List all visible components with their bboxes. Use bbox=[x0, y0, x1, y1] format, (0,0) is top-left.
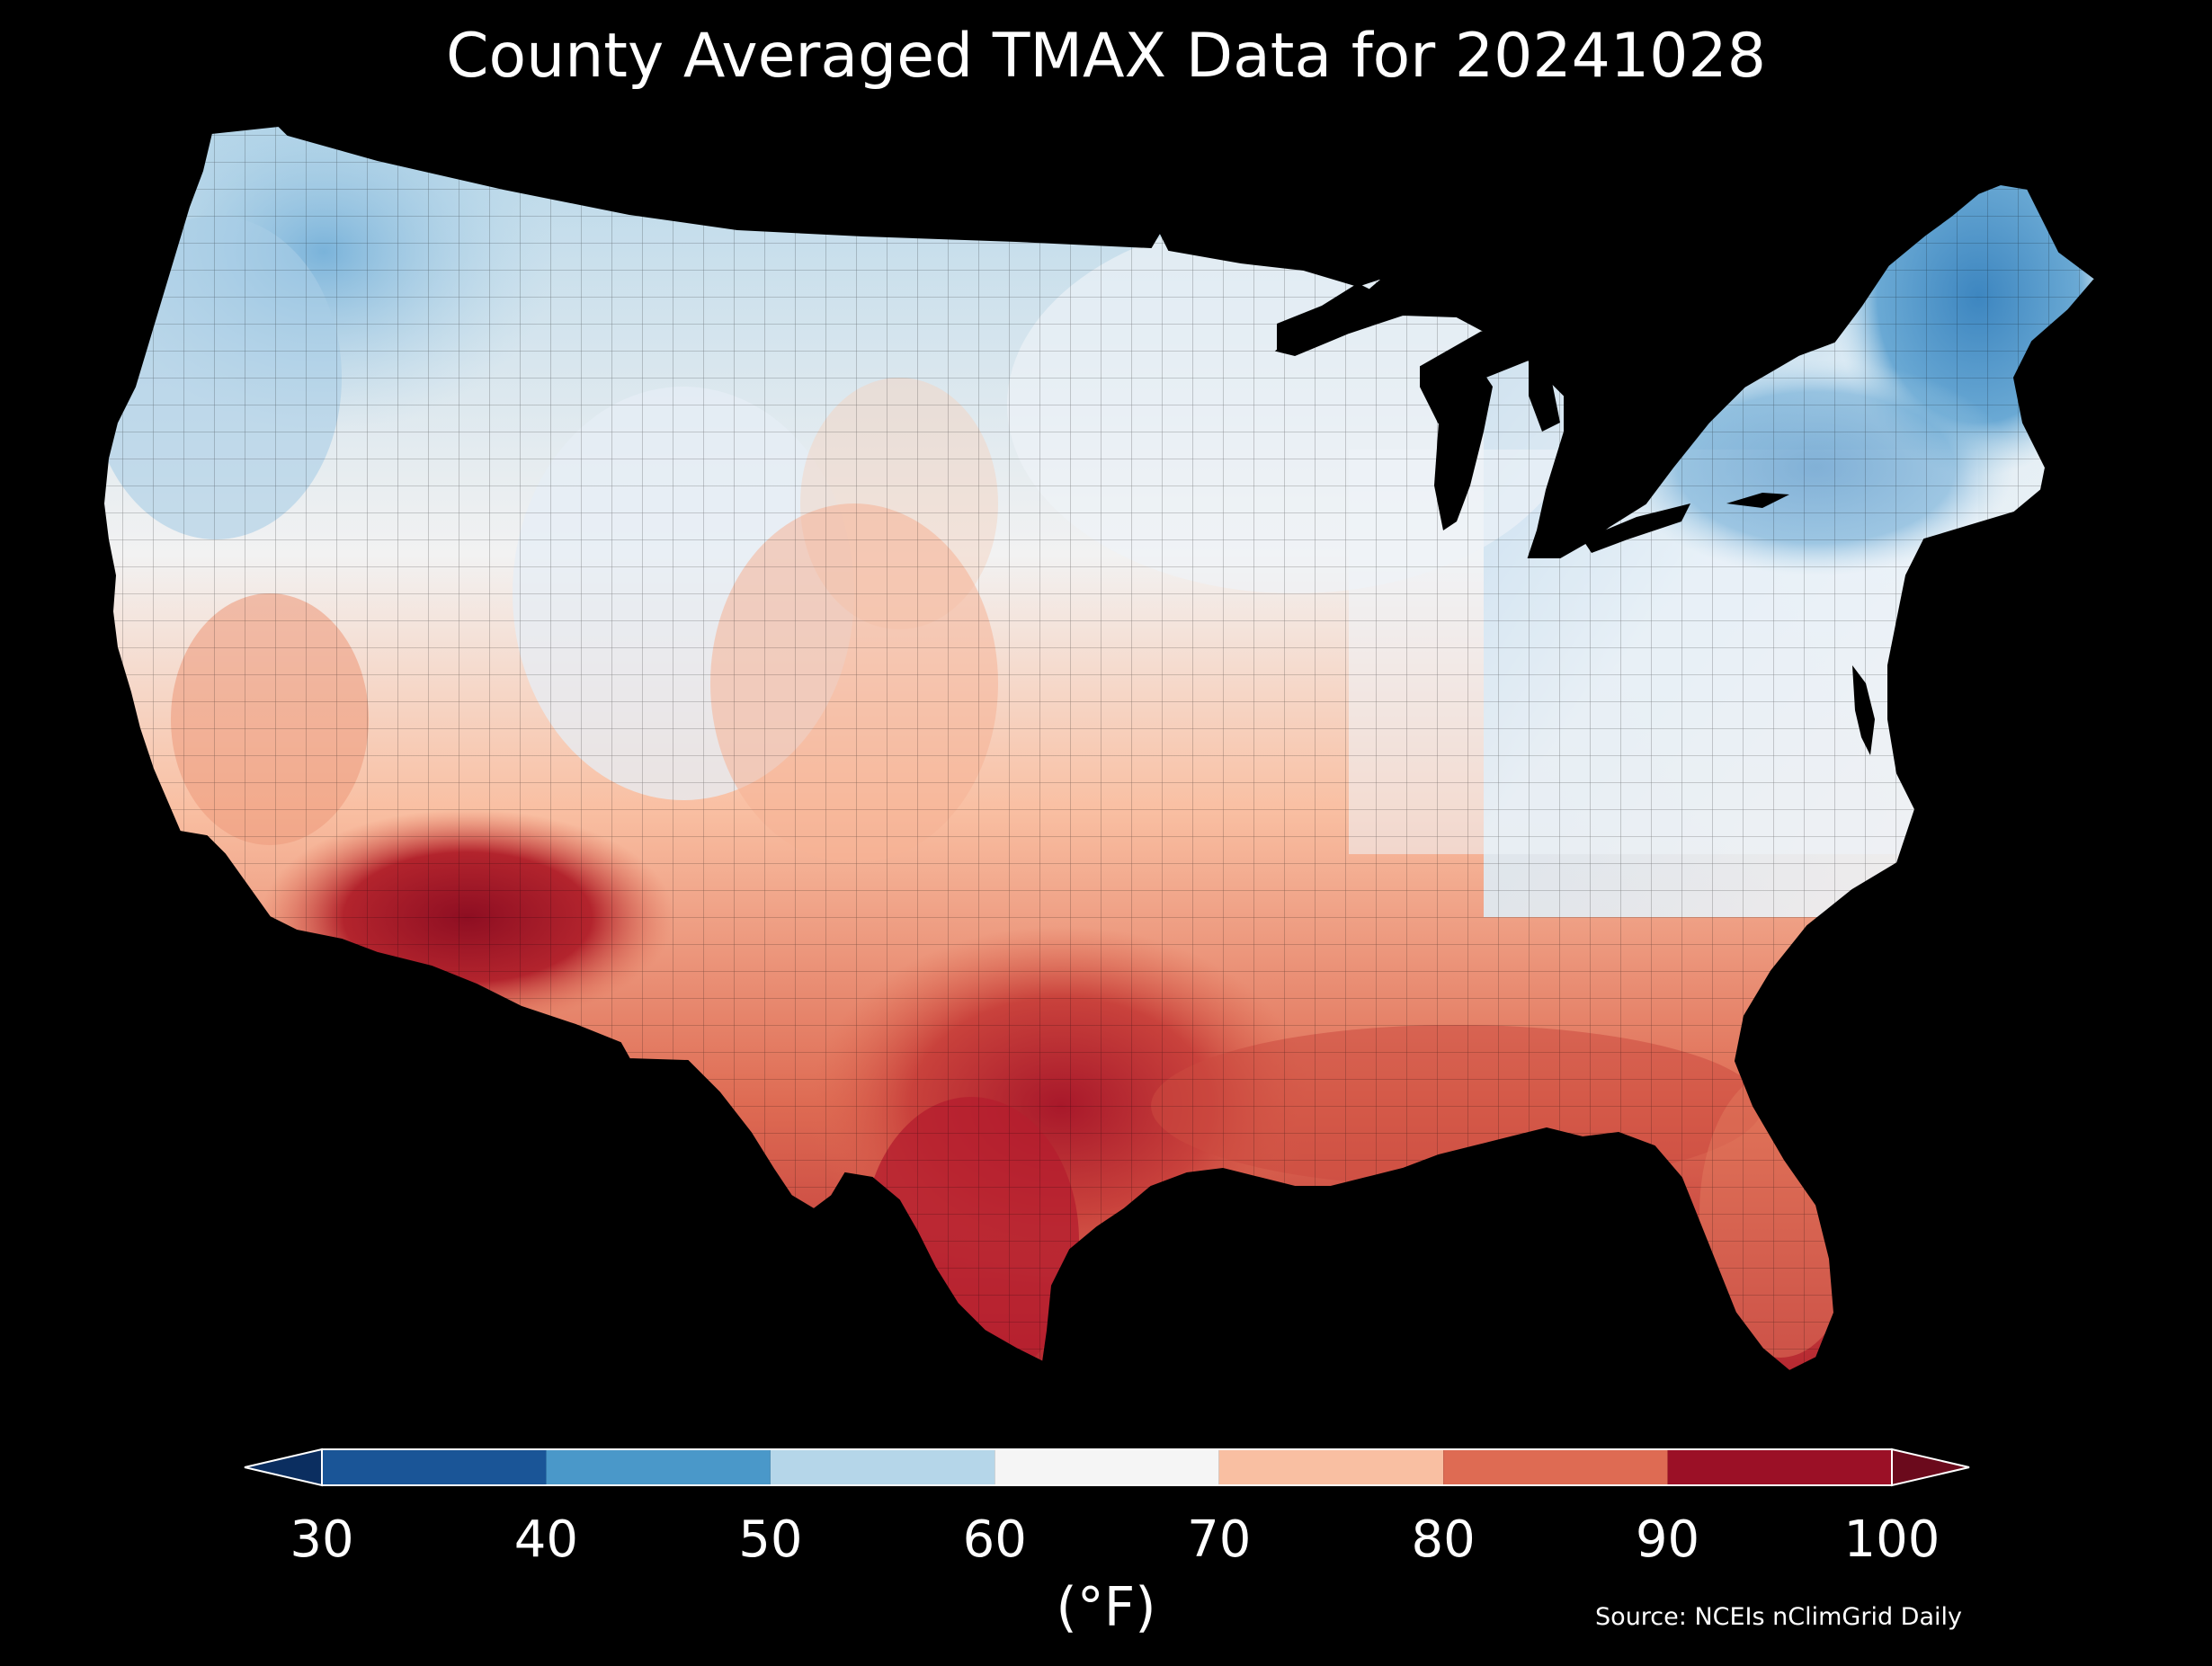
colorbar-tick-50: 50 bbox=[738, 1510, 803, 1569]
source-credit: Source: NCEIs nClimGrid Daily bbox=[1595, 1603, 1962, 1631]
colorbar-bin-90-100 bbox=[1667, 1449, 1892, 1485]
colorbar-unit-label: (°F) bbox=[1056, 1576, 1156, 1639]
colorbar-tick-60: 60 bbox=[962, 1510, 1027, 1569]
colorbar-bin-40-50 bbox=[546, 1449, 771, 1485]
colorbar-bin-70-80 bbox=[1218, 1449, 1444, 1485]
colorbar-bin-80-90 bbox=[1443, 1449, 1668, 1485]
colorbar-tick-40: 40 bbox=[513, 1510, 579, 1569]
chesapeake-bay bbox=[1852, 665, 1875, 755]
colorbar-over-extend bbox=[1891, 1448, 1970, 1487]
great-lakes bbox=[1277, 283, 1789, 553]
colorbar-tick-70: 70 bbox=[1187, 1510, 1252, 1569]
colorbar-tick-90: 90 bbox=[1635, 1510, 1700, 1569]
colorbar-bin-60-70 bbox=[995, 1449, 1219, 1485]
colorbar-tick-30: 30 bbox=[290, 1510, 354, 1569]
colorbar-tick-80: 80 bbox=[1411, 1510, 1476, 1569]
colorbar-frame bbox=[321, 1448, 1893, 1486]
colorbar-bin-30-40 bbox=[322, 1449, 547, 1485]
colorbar-tick-100: 100 bbox=[1843, 1510, 1940, 1569]
figure-title: County Averaged TMAX Data for 20241028 bbox=[446, 21, 1766, 92]
colorbar-bin-50-60 bbox=[770, 1449, 995, 1485]
colorbar-under-extend bbox=[244, 1448, 323, 1487]
